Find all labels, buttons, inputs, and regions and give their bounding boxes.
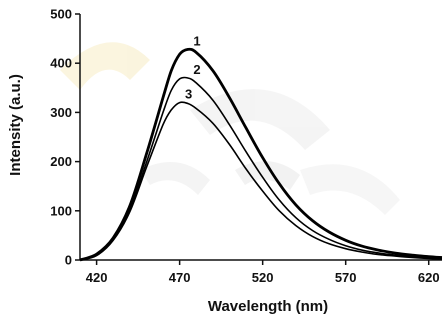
y-tick-label: 0 [65, 253, 72, 268]
axis-ticks: 0 100 200 300 400 500 420 470 520 570 620 [50, 7, 439, 286]
series-line-3 [79, 101, 443, 261]
x-axis-title: Wavelength (nm) [208, 298, 328, 315]
y-tick-label: 500 [50, 7, 72, 22]
series-lines [79, 47, 443, 262]
y-tick-label: 300 [50, 105, 72, 120]
y-tick-label: 400 [50, 56, 72, 71]
x-tick-label: 470 [169, 270, 191, 285]
x-tick-label: 520 [252, 270, 274, 285]
x-tick-label: 420 [86, 270, 108, 285]
series-line-1 [79, 47, 443, 262]
curve-label-2: 2 [193, 62, 200, 77]
curve-label-1: 1 [193, 33, 200, 48]
x-tick-label: 620 [418, 270, 440, 285]
plot-area [79, 14, 442, 261]
watermark-shapes [60, 42, 400, 215]
y-axis-title: Intensity (a.u.) [7, 74, 24, 176]
curve-labels: 1 23 [185, 33, 201, 101]
y-tick-label: 200 [50, 154, 72, 169]
x-tick-label: 570 [335, 270, 357, 285]
curve-label-3: 3 [185, 87, 192, 102]
y-tick-label: 100 [50, 203, 72, 218]
series-line-2 [79, 76, 443, 261]
